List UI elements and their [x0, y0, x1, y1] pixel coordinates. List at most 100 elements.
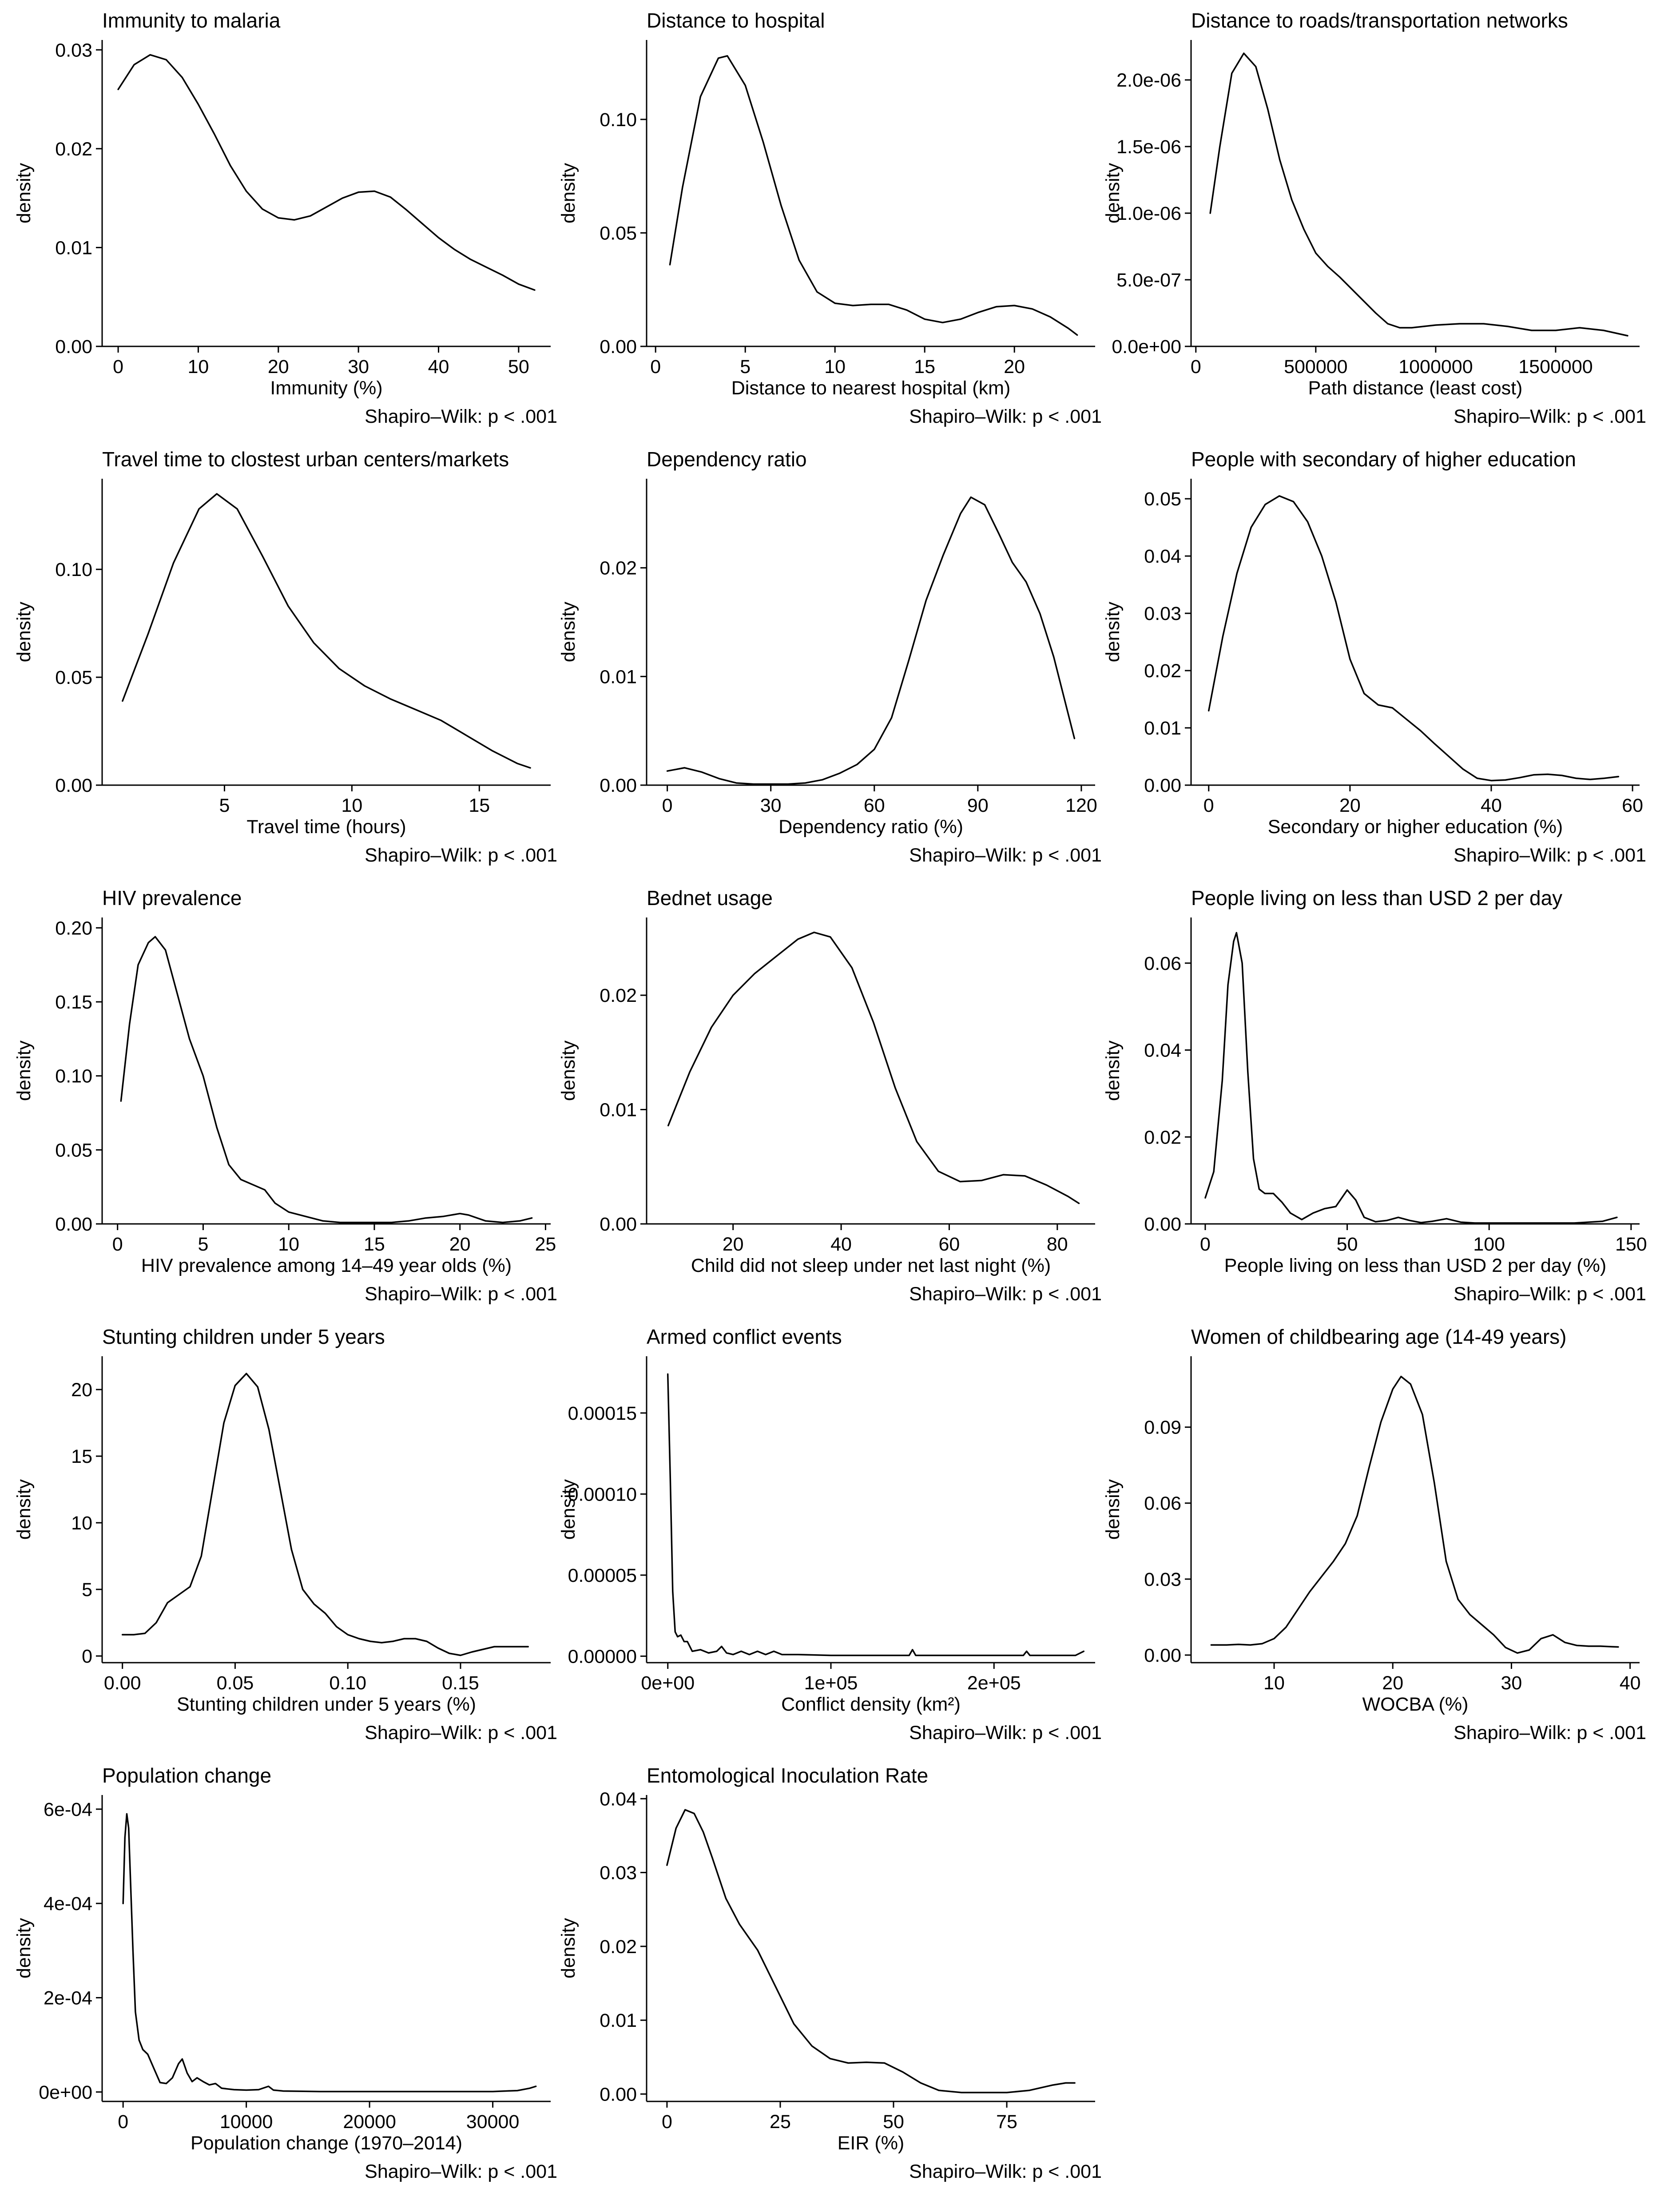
y-tick-label: 0.0e+00: [1112, 336, 1181, 357]
chart-panel-13: Population change 0e+00 2e-04 4e-04 6e-04 0 10…: [13, 1764, 557, 2182]
y-axis-label: density: [13, 601, 35, 662]
y-tick-label: 0.06: [1144, 1493, 1181, 1514]
density-curve: [117, 54, 536, 291]
x-tick-label: 20: [1382, 1672, 1403, 1694]
y-tick-label: 20: [71, 1379, 92, 1401]
x-tick-label: 500000: [1284, 356, 1348, 377]
chart-panel-6: People with secondary of higher educatio…: [1102, 448, 1646, 866]
y-tick-label: 0.10: [600, 109, 637, 131]
y-tick-label: 0.15: [55, 992, 92, 1013]
normality-test-note: Shapiro–Wilk: p < .001: [365, 1283, 557, 1305]
density-curve: [122, 493, 531, 769]
x-tick-label: 25: [535, 1234, 556, 1255]
x-tick-label: 5: [740, 356, 751, 377]
chart-panel-10: Stunting children under 5 years 0 5 10 15 20 0…: [13, 1325, 557, 1743]
normality-test-note: Shapiro–Wilk: p < .001: [1454, 406, 1646, 427]
chart-panel-4: Travel time to clostest urban centers/ma…: [13, 448, 557, 866]
x-tick-label: 5: [198, 1234, 208, 1255]
density-curve: [1208, 495, 1620, 782]
x-tick-label: 50: [883, 2111, 904, 2133]
x-tick-label: 20: [723, 1234, 744, 1255]
y-tick-label: 0.01: [55, 237, 92, 258]
chart-panel-2: Distance to hospital 0.00 0.05 0.10 0 5 10 15 20…: [558, 9, 1102, 427]
x-tick-label: 10: [278, 1234, 299, 1255]
y-tick-label: 0.00015: [568, 1403, 637, 1424]
chart-panel-1: Immunity to malaria 0.00 0.01 0.02 0.03 0 10 20…: [13, 9, 557, 427]
x-tick-label: 75: [996, 2111, 1017, 2133]
normality-test-note: Shapiro–Wilk: p < .001: [1454, 845, 1646, 866]
x-tick-label: 0: [1200, 1234, 1211, 1255]
y-tick-label: 0.00: [600, 2084, 637, 2105]
chart-title: Distance to hospital: [647, 9, 825, 32]
y-axis-label: density: [1102, 1040, 1124, 1101]
y-tick-label: 0.00: [55, 1214, 92, 1235]
y-tick-label: 0.00: [55, 775, 92, 796]
x-tick-label: 40: [1481, 795, 1502, 816]
y-tick-label: 0.02: [600, 558, 637, 579]
y-tick-label: 0.20: [55, 917, 92, 939]
y-tick-label: 0.00000: [568, 1646, 637, 1667]
y-tick-label: 0.02: [1144, 1127, 1181, 1148]
x-tick-label: 30: [1501, 1672, 1522, 1694]
x-tick-label: 0e+00: [641, 1672, 695, 1694]
y-tick-label: 0.00005: [568, 1565, 637, 1586]
y-axis-label: density: [13, 1040, 35, 1101]
y-tick-label: 1.0e-06: [1116, 203, 1181, 224]
chart-title: HIV prevalence: [102, 886, 242, 909]
y-tick-label: 0.00: [1144, 775, 1181, 796]
normality-test-note: Shapiro–Wilk: p < .001: [1454, 1722, 1646, 1743]
density-curve: [120, 936, 533, 1223]
x-axis-label: People living on less than USD 2 per day…: [1224, 1255, 1606, 1276]
normality-test-note: Shapiro–Wilk: p < .001: [909, 1722, 1102, 1743]
x-tick-label: 5: [219, 795, 230, 816]
density-curve: [1204, 932, 1618, 1224]
x-tick-label: 20000: [343, 2111, 396, 2133]
density-curve: [667, 931, 1080, 1204]
x-tick-label: 0: [662, 2111, 672, 2133]
y-tick-label: 0.00: [600, 775, 637, 796]
x-axis-label: Secondary or higher education (%): [1268, 816, 1563, 838]
y-tick-label: 10: [71, 1513, 92, 1534]
y-tick-label: 0.01: [1144, 718, 1181, 739]
y-tick-label: 0.06: [1144, 953, 1181, 974]
y-tick-label: 0.05: [1144, 488, 1181, 510]
y-axis-label: density: [1102, 163, 1124, 223]
y-axis-label: density: [558, 163, 579, 223]
x-tick-label: 90: [967, 795, 989, 816]
y-tick-label: 0.00: [600, 336, 637, 357]
x-tick-label: 30000: [466, 2111, 520, 2133]
x-axis-label: HIV prevalence among 14–49 year olds (%): [141, 1255, 512, 1276]
x-axis-label: Population change (1970–2014): [191, 2133, 462, 2154]
x-axis-label: Conflict density (km²): [781, 1694, 961, 1715]
y-axis-label: density: [13, 1918, 35, 1978]
x-axis-label: WOCBA (%): [1362, 1694, 1469, 1715]
chart-panel-5: Dependency ratio 0.00 0.01 0.02 0 30 60 90 120 De…: [558, 448, 1102, 866]
x-tick-label: 20: [1004, 356, 1025, 377]
x-tick-label: 20: [449, 1234, 471, 1255]
density-curve: [666, 496, 1076, 785]
x-axis-label: Distance to nearest hospital (km): [731, 377, 1011, 399]
y-tick-label: 0.03: [600, 1863, 637, 1884]
x-axis-label: Dependency ratio (%): [778, 816, 963, 838]
chart-title: Women of childbearing age (14-49 years): [1191, 1325, 1567, 1348]
y-tick-label: 0.04: [1144, 546, 1181, 567]
y-tick-label: 0.01: [600, 1100, 637, 1121]
y-tick-label: 1.5e-06: [1116, 136, 1181, 158]
x-tick-label: 0.05: [217, 1672, 254, 1694]
chart-panel-9: People living on less than USD 2 per day…: [1102, 886, 1647, 1305]
chart-title: People living on less than USD 2 per day: [1191, 886, 1562, 909]
normality-test-note: Shapiro–Wilk: p < .001: [909, 2161, 1102, 2182]
y-axis-label: density: [13, 163, 35, 223]
y-tick-label: 0e+00: [39, 2082, 92, 2103]
y-tick-label: 0.05: [600, 222, 637, 244]
chart-title: People with secondary of higher educatio…: [1191, 448, 1576, 471]
y-tick-label: 0.04: [1144, 1040, 1181, 1061]
x-tick-label: 50: [1337, 1234, 1358, 1255]
x-tick-label: 10: [1263, 1672, 1285, 1694]
chart-panel-11: Armed conflict events 0.00000 0.00005 0.000…: [558, 1325, 1102, 1743]
chart-title: Population change: [102, 1764, 271, 1787]
x-tick-label: 40: [830, 1234, 852, 1255]
x-tick-label: 0: [112, 1234, 123, 1255]
density-curve: [122, 1813, 537, 2093]
